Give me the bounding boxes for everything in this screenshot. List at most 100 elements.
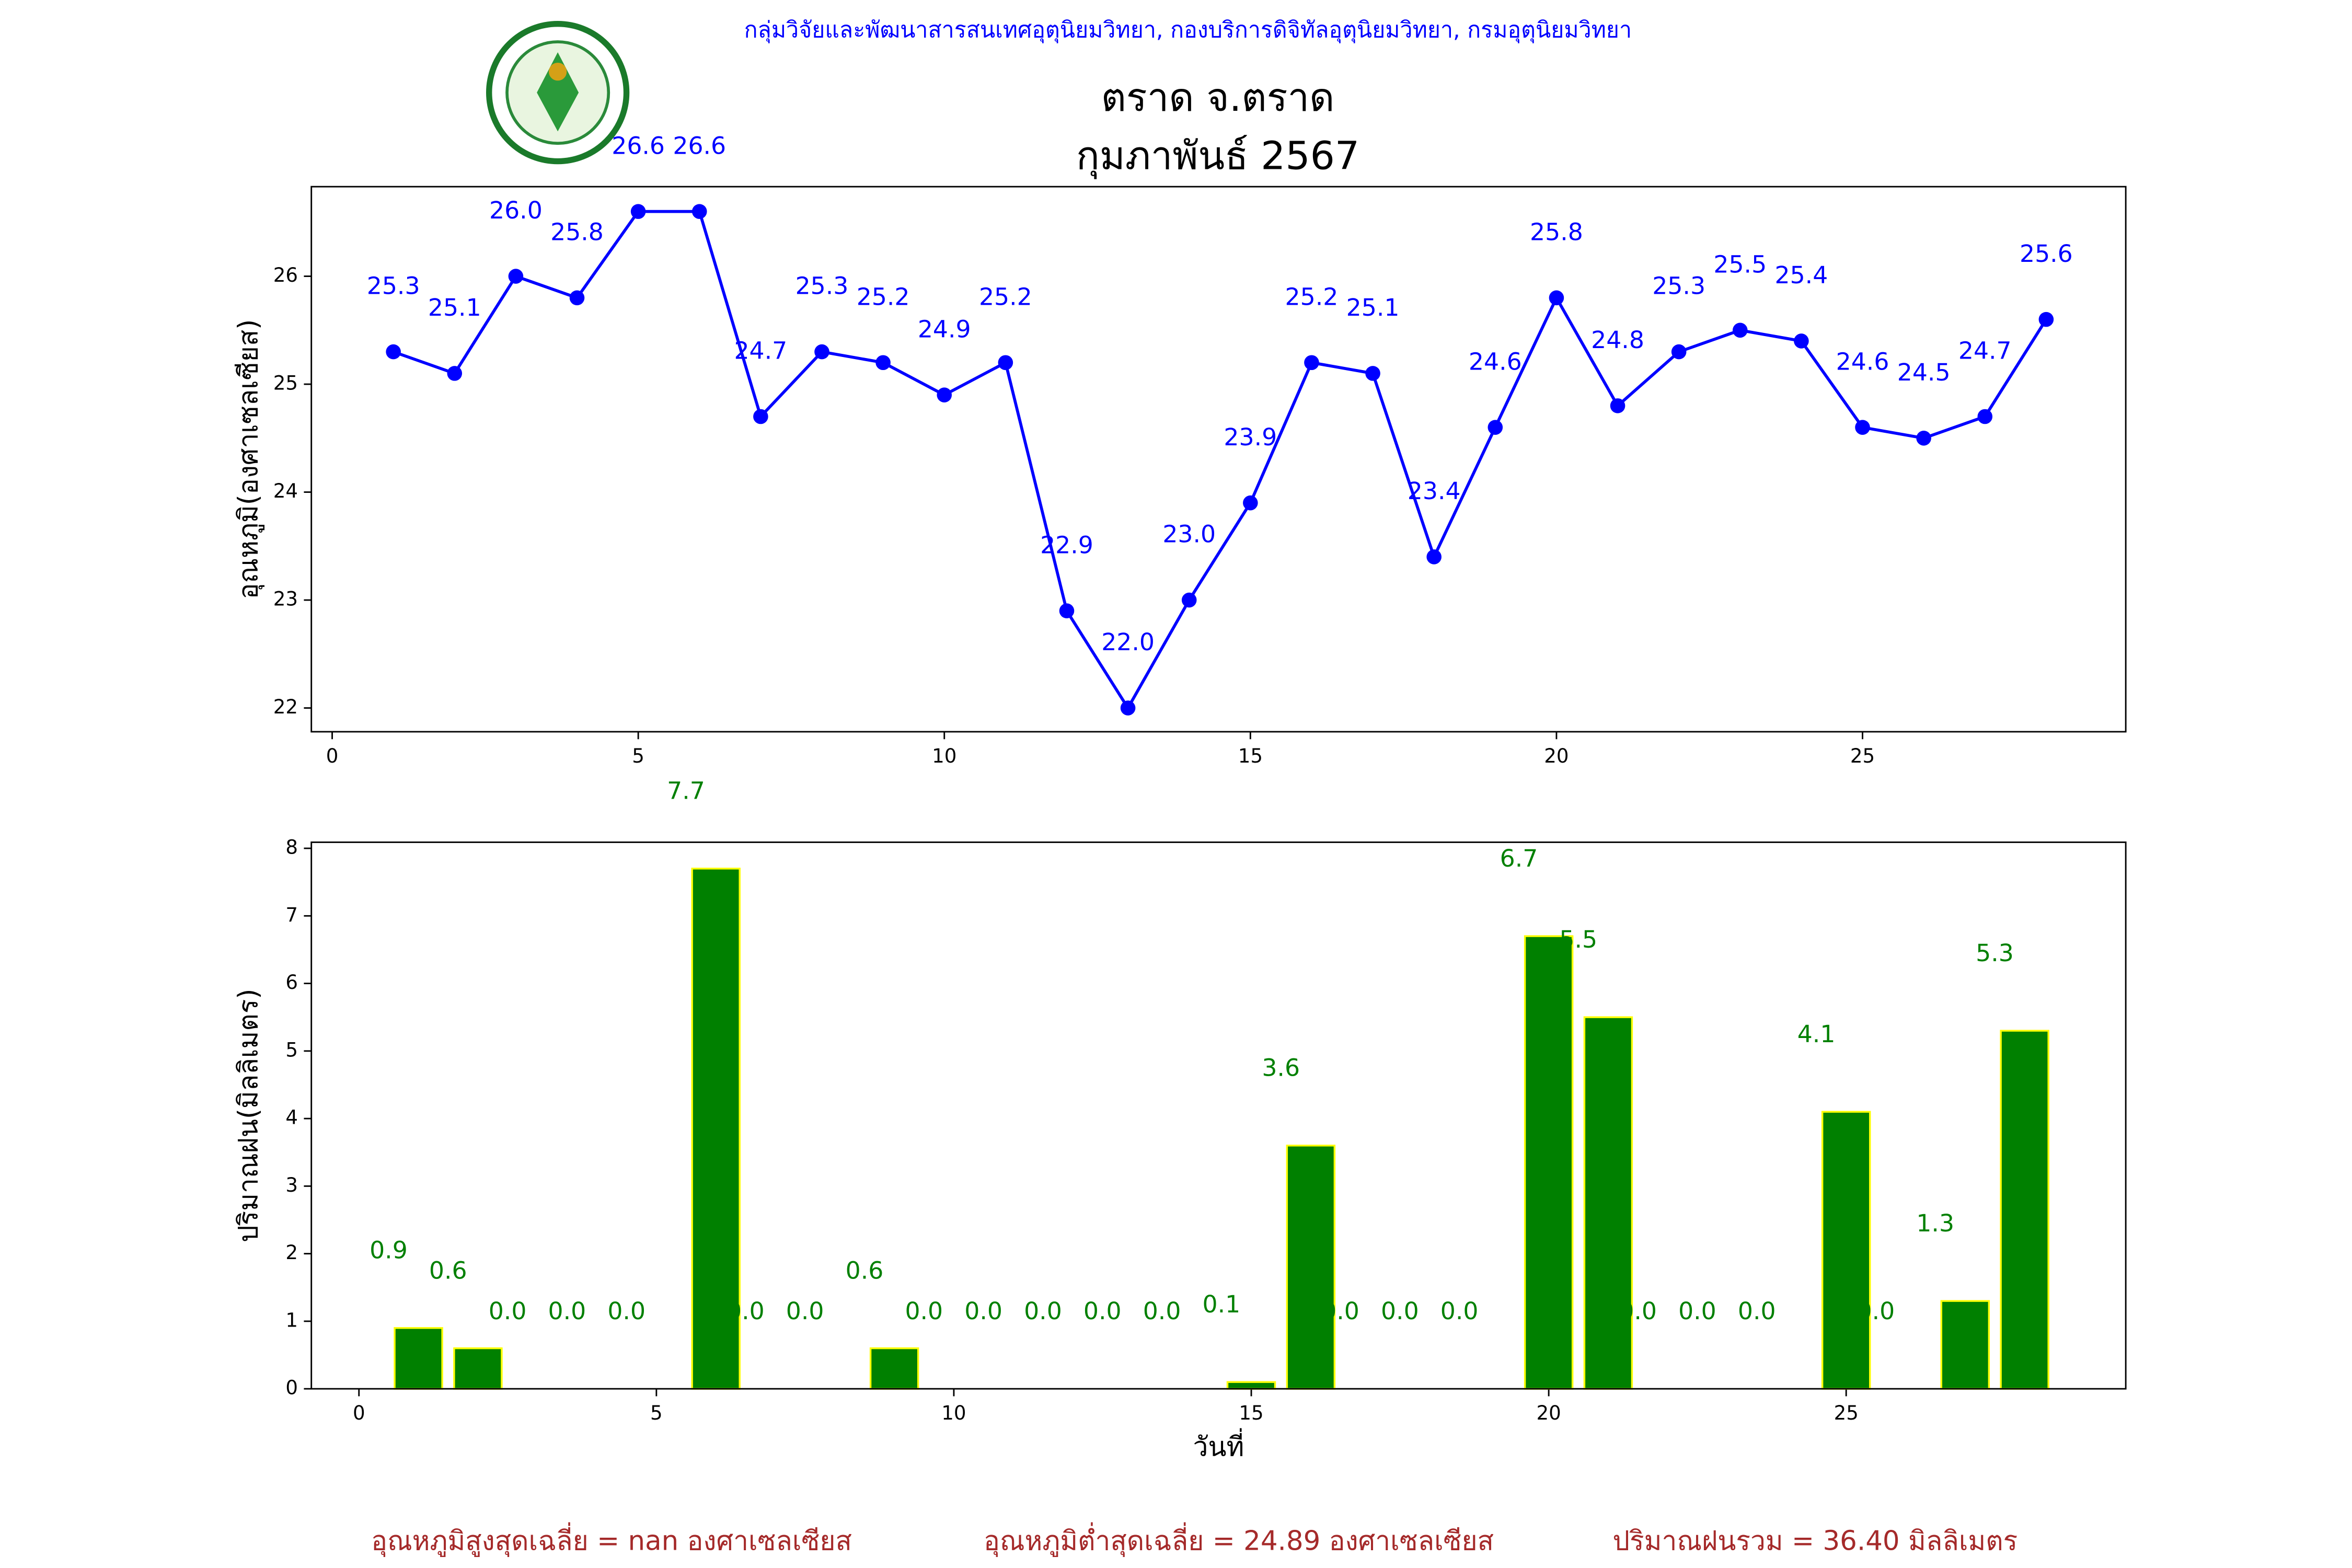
data-label: 7.7 bbox=[667, 777, 705, 805]
bar bbox=[869, 1347, 919, 1390]
bar bbox=[1583, 1016, 1633, 1390]
logo bbox=[486, 20, 630, 165]
data-label: 24.9 bbox=[918, 315, 971, 343]
x-tick-label: 10 bbox=[932, 745, 956, 767]
point bbox=[2038, 312, 2054, 327]
x-tick-label: 20 bbox=[1536, 1402, 1561, 1424]
x-tick-label: 10 bbox=[941, 1402, 966, 1424]
footer-text: อุณหภูมิสูงสุดเฉลี่ย = nan องศาเซลเซียส bbox=[371, 1522, 852, 1557]
data-label: 6.7 bbox=[1500, 845, 1538, 872]
y-tick-label: 22 bbox=[273, 696, 298, 718]
x-axis-label: วันที่ bbox=[1193, 1428, 1244, 1462]
y-tick-label: 2 bbox=[285, 1241, 298, 1264]
y-tick-label: 8 bbox=[285, 836, 298, 859]
x-tick-label: 5 bbox=[632, 745, 644, 767]
data-label: 0.0 bbox=[1440, 1297, 1479, 1325]
point bbox=[1610, 398, 1625, 413]
x-tick-label: 25 bbox=[1834, 1402, 1859, 1424]
bar bbox=[1821, 1111, 1871, 1390]
data-label: 0.0 bbox=[1143, 1297, 1181, 1325]
data-label: 0.0 bbox=[548, 1297, 586, 1325]
data-label: 26.0 bbox=[489, 197, 543, 224]
data-label: 25.2 bbox=[979, 283, 1032, 310]
bar bbox=[2000, 1030, 2049, 1390]
data-label: 25.5 bbox=[1713, 250, 1767, 278]
data-label: 25.4 bbox=[1775, 261, 1828, 289]
y-tick-label: 3 bbox=[285, 1174, 298, 1196]
data-label: 0.1 bbox=[1203, 1290, 1241, 1318]
point bbox=[447, 366, 463, 381]
data-label: 4.1 bbox=[1797, 1020, 1836, 1048]
data-label: 0.0 bbox=[1738, 1297, 1776, 1325]
agency-text: กลุ่มวิจัยและพัฒนาสารสนเทศอุตุนิยมวิทยา,… bbox=[744, 17, 1632, 44]
data-label: 25.2 bbox=[1285, 283, 1339, 310]
data-label: 25.3 bbox=[367, 272, 420, 300]
point bbox=[1733, 322, 1748, 338]
point bbox=[508, 269, 524, 284]
data-label: 0.0 bbox=[964, 1297, 1002, 1325]
data-label: 23.0 bbox=[1162, 521, 1216, 548]
point bbox=[1365, 366, 1380, 381]
data-label: 24.6 bbox=[1469, 348, 1522, 375]
y-tick-label: 26 bbox=[273, 264, 298, 286]
bar bbox=[1940, 1300, 1990, 1390]
chart-subtitle: กุมภาพันธ์ 2567 bbox=[1076, 133, 1359, 179]
data-label: 0.0 bbox=[727, 1297, 765, 1325]
data-label: 0.6 bbox=[429, 1256, 467, 1284]
y-tick-label: 7 bbox=[285, 904, 298, 926]
point bbox=[1794, 333, 1809, 349]
x-tick-label: 0 bbox=[353, 1402, 365, 1424]
y-tick-label: 24 bbox=[273, 480, 298, 502]
bar bbox=[691, 868, 741, 1390]
data-label: 0.0 bbox=[1678, 1297, 1716, 1325]
point bbox=[1304, 355, 1319, 371]
point bbox=[386, 344, 401, 360]
point bbox=[1855, 420, 1870, 435]
data-label: 26.6 bbox=[612, 132, 665, 159]
data-label: 1.3 bbox=[1916, 1209, 1954, 1237]
point bbox=[814, 344, 829, 360]
data-label: 24.7 bbox=[1958, 337, 2012, 365]
point bbox=[753, 409, 768, 424]
point bbox=[569, 290, 585, 306]
point bbox=[1426, 549, 1442, 564]
data-label: 25.6 bbox=[2020, 240, 2073, 268]
data-label: 0.6 bbox=[846, 1256, 884, 1284]
x-tick-label: 15 bbox=[1239, 1402, 1263, 1424]
bar bbox=[1226, 1381, 1276, 1390]
point bbox=[1059, 603, 1075, 618]
y-tick-label: 5 bbox=[285, 1039, 298, 1061]
y-axis-label: อุณหภูมิ(องศาเซลเซียส) bbox=[233, 319, 265, 599]
data-label: 25.1 bbox=[428, 294, 481, 321]
footer-text: อุณหภูมิต่ำสุดเฉลี่ย = 24.89 องศาเซลเซีย… bbox=[984, 1522, 1494, 1557]
point bbox=[1916, 431, 1931, 446]
bar bbox=[1286, 1145, 1336, 1390]
chart-title: ตราด จ.ตราด bbox=[1101, 75, 1335, 120]
y-tick-label: 4 bbox=[285, 1106, 298, 1129]
bar bbox=[453, 1347, 503, 1390]
data-label: 25.3 bbox=[1652, 272, 1705, 300]
data-label: 0.0 bbox=[1024, 1297, 1062, 1325]
point bbox=[1977, 409, 1993, 424]
footer-text: ปริมาณฝนรวม = 36.40 มิลลิเมตร bbox=[1612, 1525, 2017, 1557]
data-label: 5.3 bbox=[1976, 939, 2014, 967]
data-label: 0.0 bbox=[786, 1297, 824, 1325]
point bbox=[1181, 592, 1197, 608]
point bbox=[1243, 495, 1258, 511]
data-label: 24.7 bbox=[734, 337, 787, 365]
data-label: 23.9 bbox=[1224, 423, 1277, 451]
point bbox=[630, 204, 646, 219]
data-label: 0.0 bbox=[1619, 1297, 1657, 1325]
data-label: 22.0 bbox=[1101, 628, 1155, 656]
line bbox=[393, 210, 2048, 711]
data-label: 25.8 bbox=[550, 218, 604, 246]
data-label: 0.0 bbox=[489, 1297, 527, 1325]
data-label: 0.9 bbox=[370, 1237, 408, 1264]
data-label: 0.0 bbox=[1857, 1297, 1895, 1325]
y-axis-label: ปริมาณฝน(มิลลิเมตร) bbox=[233, 989, 264, 1242]
y-tick-label: 25 bbox=[273, 372, 298, 395]
data-label: 0.0 bbox=[1083, 1297, 1122, 1325]
data-label: 26.6 bbox=[673, 132, 726, 159]
x-tick-label: 25 bbox=[1850, 745, 1875, 767]
